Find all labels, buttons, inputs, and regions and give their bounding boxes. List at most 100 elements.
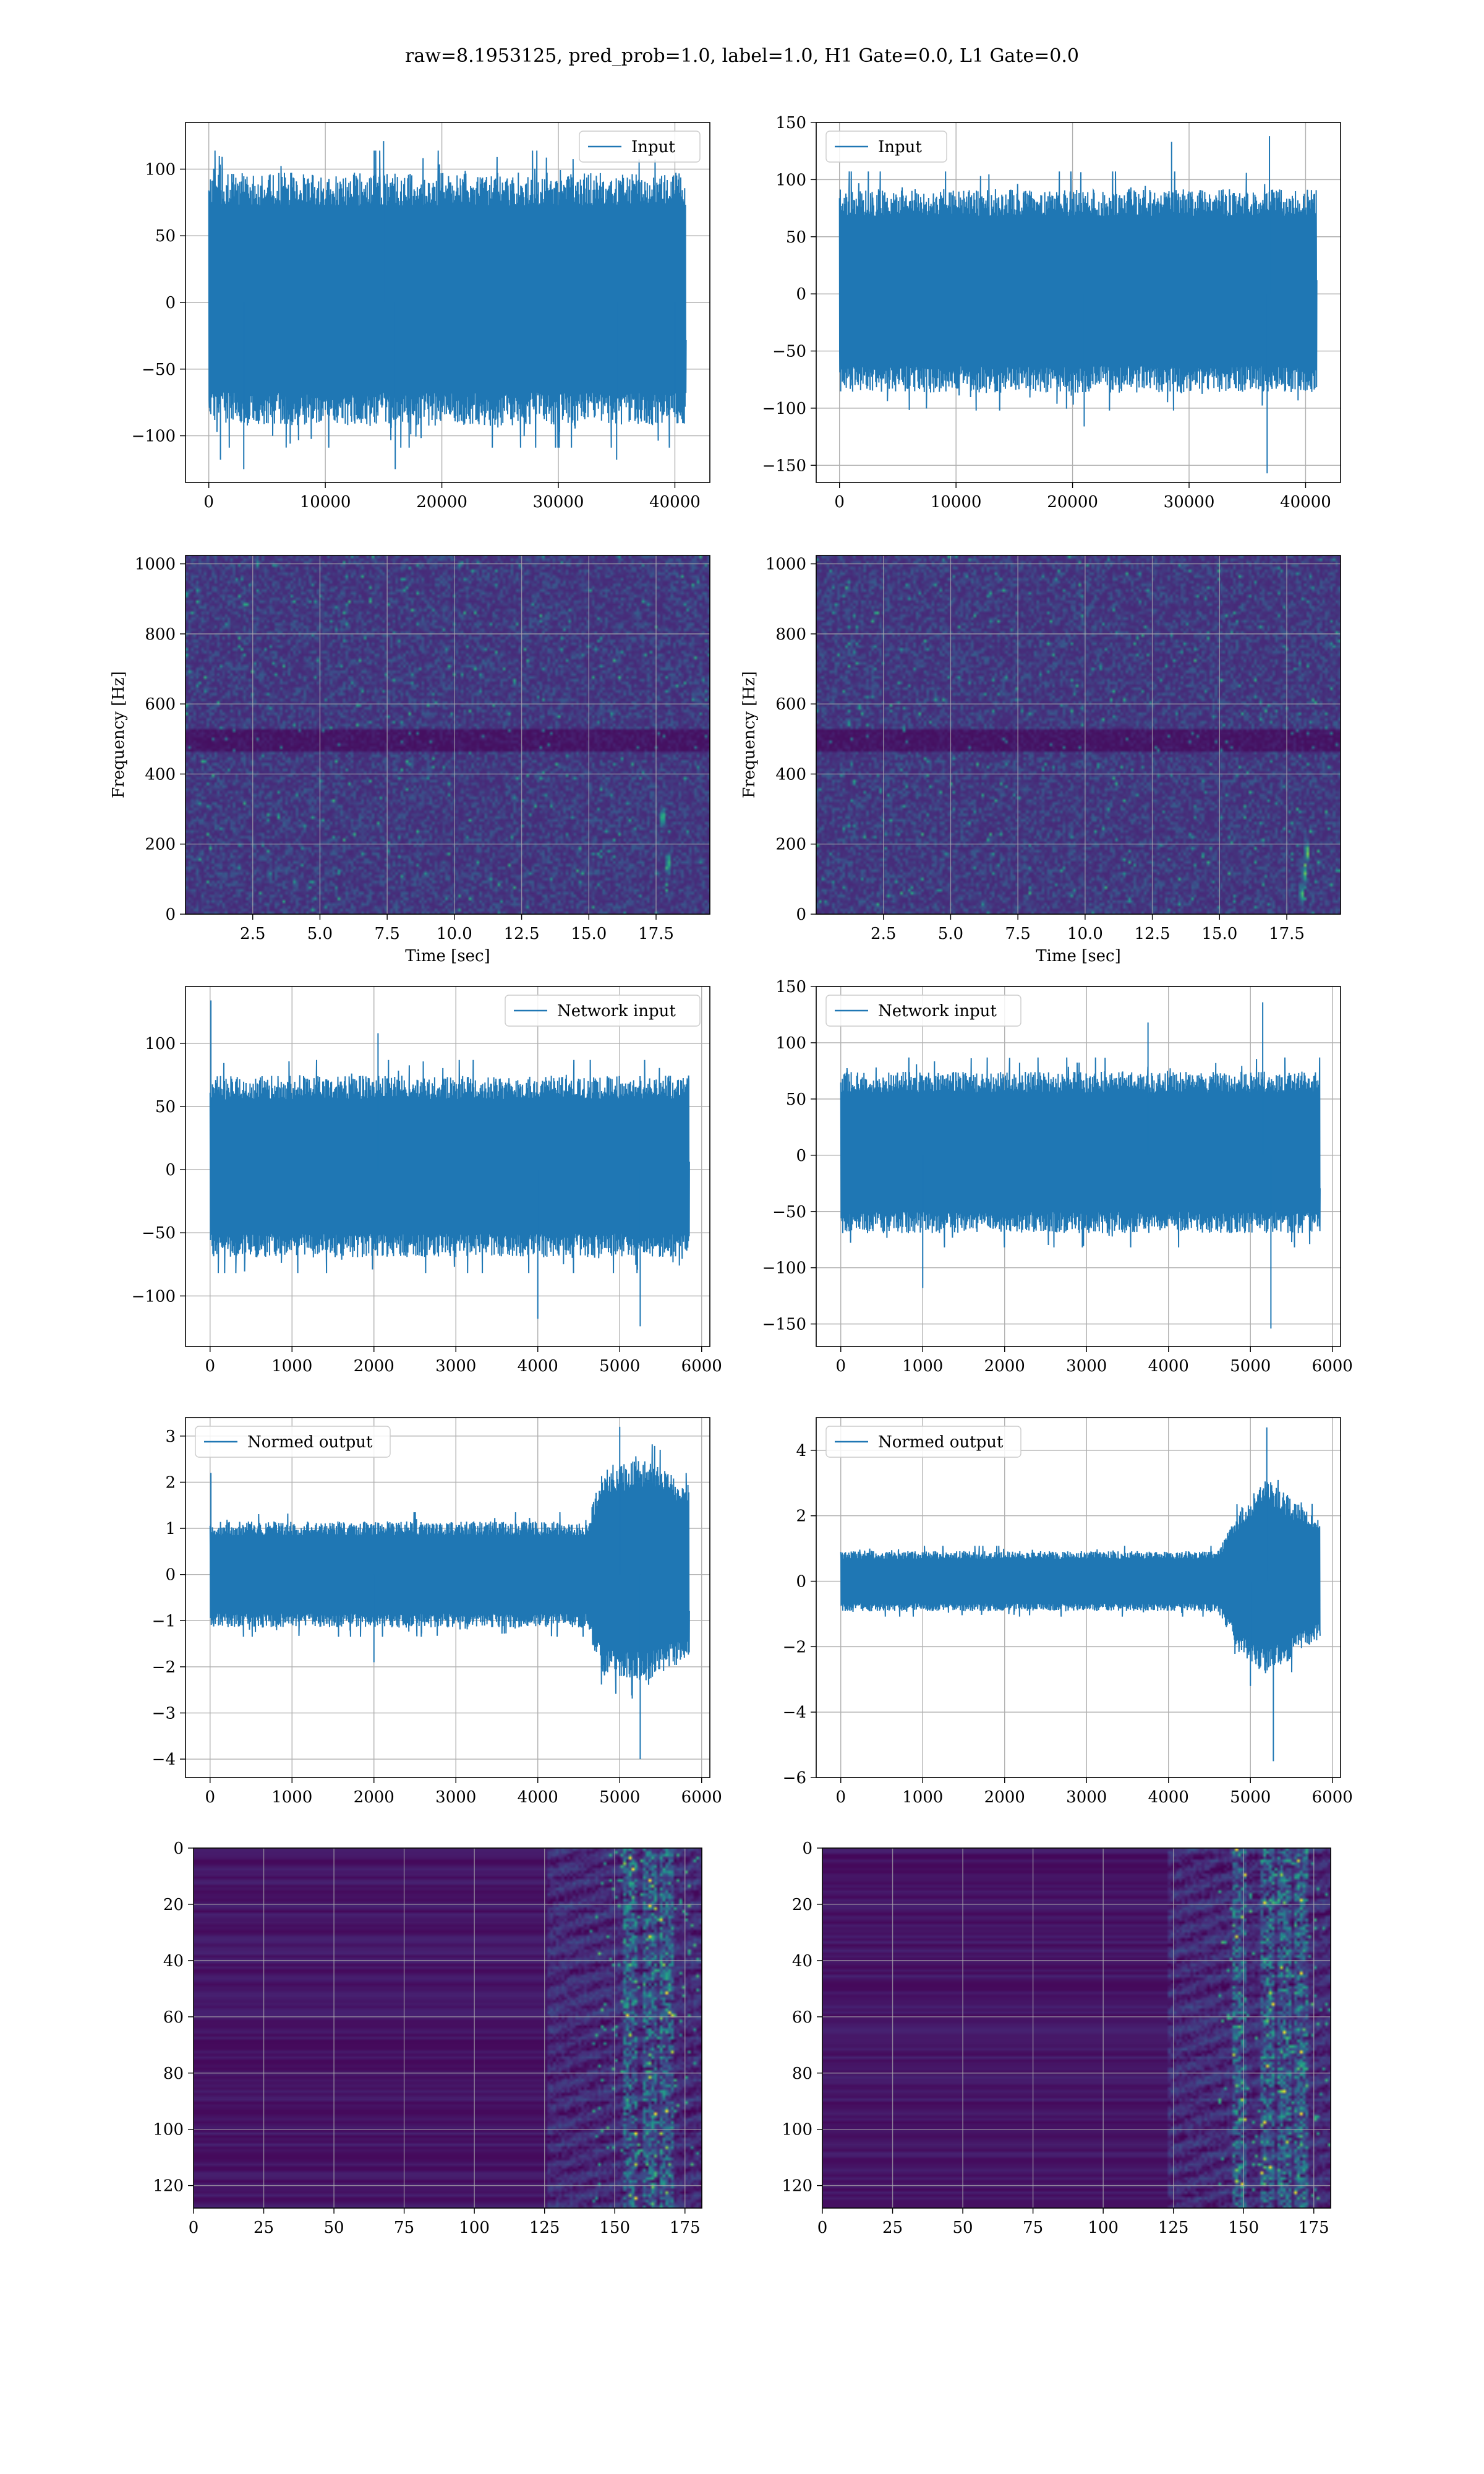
y-tick-label: 100 <box>775 1034 806 1053</box>
x-tick-label: 10000 <box>931 493 982 511</box>
x-tick-label: 30000 <box>533 493 584 511</box>
y-tick-label: 100 <box>782 2121 812 2139</box>
series-line <box>209 1444 690 1699</box>
legend-box <box>825 1426 1021 1458</box>
x-tick-label: 175 <box>670 2219 701 2237</box>
x-tick-label: 3000 <box>435 1788 476 1807</box>
heatmap-image <box>822 1848 1331 2208</box>
heatmap-image <box>194 1848 702 2208</box>
panel-net-l1: 0 1000 2000 3000 4000 5000 6000 −150 −100 −50 0 50 1… <box>762 978 1353 1376</box>
x-tick-label: 75 <box>1023 2219 1043 2237</box>
series-line <box>209 1059 690 1273</box>
y-tick-label: 0 <box>165 905 176 924</box>
y-tick-label: 20 <box>163 1896 184 1914</box>
legend: Network input <box>825 995 1021 1027</box>
y-tick-label: 400 <box>775 765 806 784</box>
y-tick-label: −4 <box>783 1703 806 1722</box>
x-tick-label: 100 <box>1088 2219 1119 2237</box>
panel-spec-l1: 2.5 5.0 7.5 10.0 12.5 15.0 17.5 0 200 400 600 800 10… <box>740 555 1341 965</box>
x-tick-label: 0 <box>835 1788 846 1807</box>
panels: 0 10000 20000 30000 40000−100−50050100Input0… <box>109 114 1353 2237</box>
x-tick-label: 25 <box>254 2219 274 2237</box>
y-tick-label: −2 <box>783 1638 806 1656</box>
panel-spec-h1: 2.5 5.0 7.5 10.0 12.5 15.0 17.5 0 200 400 600 800 10… <box>109 555 710 965</box>
series-line <box>840 1479 1321 1674</box>
y-tick-label: 100 <box>145 160 176 179</box>
y-tick-label: −100 <box>762 400 806 418</box>
y-tick-label: −100 <box>132 1287 176 1306</box>
y-tick-label: 120 <box>153 2177 184 2196</box>
legend: Network input <box>505 995 701 1027</box>
x-tick-label: 2000 <box>984 1788 1025 1807</box>
y-tick-label: 600 <box>775 695 806 714</box>
x-tick-label: 7.5 <box>374 925 399 943</box>
x-tick-label: 17.5 <box>638 925 674 943</box>
axes-frame <box>816 555 1341 915</box>
x-tick-label: 10.0 <box>437 925 472 943</box>
x-axis-label: Time [sec] <box>405 947 490 965</box>
x-tick-label: 1000 <box>902 1788 943 1807</box>
x-tick-label: 15.0 <box>571 925 607 943</box>
heatmap-image <box>816 555 1341 914</box>
x-tick-label: 50 <box>953 2219 973 2237</box>
x-tick-label: 15.0 <box>1201 925 1237 943</box>
y-tick-label: 40 <box>163 1952 184 1971</box>
x-tick-label: 10.0 <box>1067 925 1103 943</box>
y-tick-label: 50 <box>155 227 176 246</box>
x-tick-label: 12.5 <box>504 925 540 943</box>
y-tick-label: 100 <box>145 1035 176 1053</box>
x-tick-label: 75 <box>394 2219 414 2237</box>
x-tick-label: 7.5 <box>1005 925 1030 943</box>
x-tick-label: 0 <box>817 2219 828 2237</box>
legend-label: Network input <box>557 1002 676 1021</box>
panel-norm-h1: 0 1000 2000 3000 4000 5000 6000 −4 −3 −2 −1 0 1 2 3 Nor… <box>152 1417 722 1807</box>
y-tick-label: 0 <box>165 1566 176 1585</box>
x-tick-label: 2000 <box>354 1788 394 1807</box>
legend-box <box>825 995 1021 1027</box>
series-line <box>838 171 1318 411</box>
y-tick-label: 0 <box>802 1839 812 1858</box>
x-tick-label: 3000 <box>1066 1357 1107 1376</box>
legend-label: Input <box>878 138 922 156</box>
x-tick-label: 25 <box>882 2219 903 2237</box>
x-tick-label: 0 <box>203 493 214 511</box>
y-tick-label: 2 <box>796 1507 806 1526</box>
y-tick-label: 0 <box>796 1573 806 1591</box>
x-tick-label: 6000 <box>681 1788 722 1807</box>
legend-box <box>579 131 701 163</box>
legend-label: Network input <box>878 1002 997 1021</box>
legend: Normed output <box>825 1426 1021 1458</box>
y-tick-label: −150 <box>762 1316 806 1334</box>
legend: Normed output <box>195 1426 391 1458</box>
axes-frame <box>185 1417 710 1778</box>
x-tick-label: 150 <box>599 2219 630 2237</box>
y-tick-label: 400 <box>145 765 176 784</box>
axes-frame <box>185 986 710 1347</box>
x-tick-label: 1000 <box>271 1357 312 1376</box>
x-tick-label: 1000 <box>271 1788 312 1807</box>
x-tick-label: 0 <box>835 1357 846 1376</box>
y-tick-label: −50 <box>772 1203 806 1222</box>
panel-norm-l1: 0 1000 2000 3000 4000 5000 6000 −6 −4 −2 0 2 4 Normed… <box>783 1417 1353 1807</box>
y-tick-label: 0 <box>165 294 176 312</box>
y-tick-label: 800 <box>775 625 806 644</box>
x-tick-label: 4000 <box>518 1357 558 1376</box>
axes-frame <box>816 122 1341 483</box>
axes-frame <box>816 1417 1341 1778</box>
y-tick-label: 600 <box>145 695 176 714</box>
x-tick-label: 0 <box>834 493 845 511</box>
y-axis-label: Frequency [Hz] <box>740 671 759 798</box>
legend-box <box>505 995 701 1027</box>
x-tick-label: 6000 <box>681 1357 722 1376</box>
x-tick-label: 175 <box>1298 2219 1329 2237</box>
y-tick-label: 0 <box>796 905 806 924</box>
y-tick-label: 3 <box>165 1427 176 1446</box>
x-tick-label: 125 <box>529 2219 560 2237</box>
y-tick-label: 0 <box>165 1161 176 1179</box>
y-tick-label: 100 <box>153 2121 184 2139</box>
legend-label: Normed output <box>878 1433 1004 1452</box>
panel-input-h1: 0 10000 20000 30000 40000 −100 −50 0 50 100 Input <box>132 122 710 511</box>
y-tick-label: −100 <box>762 1259 806 1278</box>
y-tick-label: 60 <box>792 2008 812 2027</box>
y-tick-label: −3 <box>152 1705 176 1723</box>
